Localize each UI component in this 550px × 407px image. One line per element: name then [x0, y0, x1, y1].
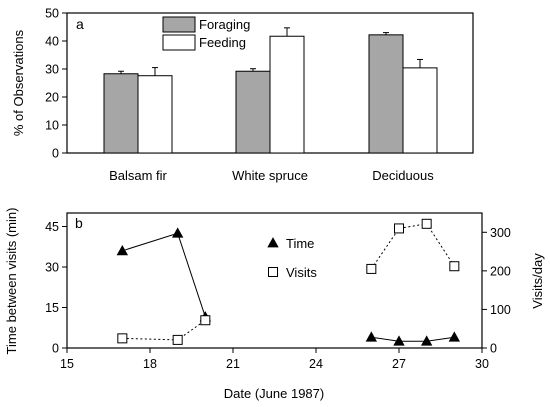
- legend-marker-visits: [268, 267, 278, 277]
- x-tick-label: 15: [60, 357, 74, 371]
- panel-b-series: [116, 218, 461, 346]
- legend-marker-time: [267, 237, 279, 248]
- right-y-tick-label: 100: [490, 303, 511, 317]
- left-y-tick-label: 15: [45, 301, 59, 315]
- category-label: Balsam fir: [109, 168, 167, 183]
- point-visits: [200, 315, 211, 326]
- bar-foraging: [368, 34, 404, 154]
- point-visits: [366, 263, 377, 274]
- panel-a: a % of Observations 0 10 20 30 40 50 Balsam f…: [11, 7, 474, 183]
- point-time: [448, 331, 461, 342]
- bar-foraging: [103, 73, 139, 154]
- point-visits: [449, 261, 460, 272]
- point-time: [393, 335, 405, 346]
- bar-feeding: [402, 67, 438, 154]
- panel-b-label: b: [75, 215, 83, 231]
- category-label: Deciduous: [372, 168, 434, 183]
- panel-b-x-ticks: 15 18 21 24 27 30: [60, 348, 489, 371]
- panel-a-bars: [103, 27, 438, 154]
- point-time: [365, 331, 378, 342]
- left-y-tick-label: 45: [45, 220, 59, 234]
- bar-foraging: [235, 70, 271, 154]
- right-y-tick-label: 200: [490, 264, 511, 278]
- legend-label-visits: Visits: [286, 265, 317, 280]
- panel-a-y-axis-title: % of Observations: [11, 29, 26, 136]
- x-tick-label: 24: [309, 357, 323, 371]
- series-line-time: [122, 232, 206, 318]
- point-visits: [117, 333, 128, 344]
- x-tick-label: 27: [392, 357, 406, 371]
- panel-b-plot-frame: [66, 212, 483, 349]
- panel-b-legend: Time Visits: [267, 236, 317, 280]
- point-visits: [172, 334, 183, 345]
- bar-feeding: [137, 75, 173, 154]
- panel-b: b Time between visits (min) Visits/day D…: [4, 208, 545, 401]
- x-tick-label: 18: [143, 357, 157, 371]
- series-line-visits: [370, 223, 455, 270]
- x-tick-label: 30: [475, 357, 489, 371]
- legend-label-foraging: Foraging: [199, 17, 250, 32]
- right-y-tick-label: 0: [490, 342, 497, 356]
- point-visits: [394, 223, 404, 234]
- point-time: [116, 244, 129, 256]
- panel-b-right-y-ticks: 0 100 200 300: [482, 226, 511, 356]
- panel-a-label: a: [76, 16, 84, 32]
- point-time: [171, 227, 184, 238]
- panel-b-left-y-ticks: 0 15 30 45: [45, 220, 67, 356]
- panel-a-y-tick-label: 40: [45, 35, 59, 49]
- legend-label-time: Time: [286, 236, 314, 251]
- point-time: [420, 335, 433, 346]
- panel-a-y-tick-label: 10: [45, 119, 59, 133]
- panel-a-y-tick-label: 0: [52, 147, 59, 161]
- legend-swatch-feeding: [162, 34, 196, 51]
- series-line-time: [371, 336, 455, 342]
- right-y-tick-label: 300: [490, 226, 511, 240]
- panel-a-y-tick-label: 20: [45, 91, 59, 105]
- x-tick-label: 21: [226, 357, 240, 371]
- panel-b-left-y-axis-title: Time between visits (min): [4, 208, 19, 355]
- bar-feeding: [269, 35, 305, 154]
- category-label: White spruce: [232, 168, 308, 183]
- legend-swatch-foraging: [162, 16, 196, 33]
- panel-b-right-y-axis-title: Visits/day: [530, 253, 545, 309]
- panel-a-y-ticks: 0 10 20 30 40 50: [45, 7, 67, 161]
- panel-a-category-labels: Balsam fir White spruce Deciduous: [109, 168, 434, 183]
- panel-a-y-tick-label: 50: [45, 7, 59, 21]
- panel-a-legend: Foraging Feeding: [162, 16, 250, 51]
- left-y-tick-label: 30: [45, 261, 59, 275]
- point-visits: [421, 218, 432, 229]
- panel-b-x-axis-title: Date (June 1987): [224, 386, 324, 401]
- panel-a-y-tick-label: 30: [45, 63, 59, 77]
- left-y-tick-label: 0: [52, 342, 59, 356]
- legend-label-feeding: Feeding: [199, 35, 246, 50]
- series-line-visits: [122, 319, 206, 341]
